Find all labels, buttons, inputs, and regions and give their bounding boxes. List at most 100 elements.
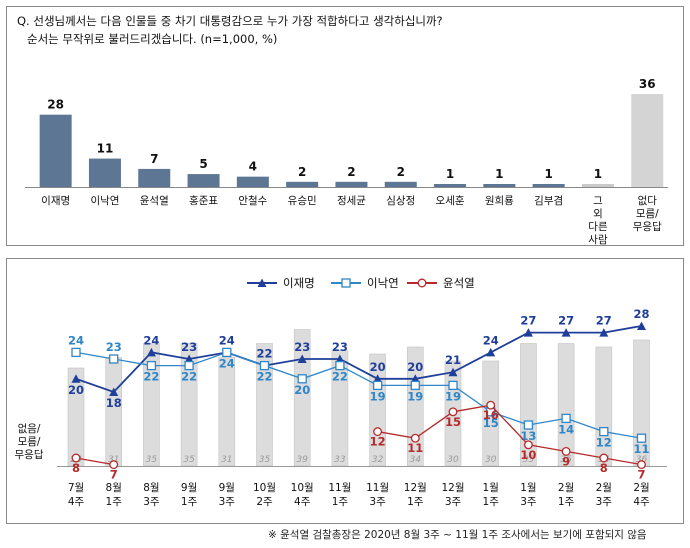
series-value-label: 23 (181, 340, 197, 354)
nonresponse-axis-label: 없음/ (18, 422, 41, 435)
x-tick-label: 1주 (407, 496, 424, 508)
x-tick-label: 7월 (68, 482, 84, 494)
series-value-label: 13 (520, 429, 536, 443)
x-tick-label: 1주 (106, 496, 123, 508)
x-tick-label: 3주 (520, 496, 537, 508)
nonresponse-value-label: 30 (447, 455, 459, 465)
series-value-label: 20 (294, 383, 310, 397)
series-point-0 (523, 328, 533, 337)
series-point-1 (410, 380, 420, 391)
x-tick-label: 1월 (483, 482, 499, 494)
series-point-2 (373, 427, 383, 437)
bar-10 (532, 184, 565, 187)
x-tick-label: 2월 (596, 482, 612, 494)
question-line-2: 순서는 무작위로 불러드리겠습니다. (n=1,000, %) (27, 32, 278, 46)
x-tick-label: 3주 (143, 496, 160, 508)
nonresponse-value-label: 31 (221, 455, 232, 465)
series-value-label: 19 (370, 389, 386, 403)
series-point-1 (599, 426, 609, 437)
bar-category-label: 이낙연 (90, 195, 119, 207)
bar-value-label: 7 (150, 152, 158, 166)
x-tick-label: 1주 (558, 496, 575, 508)
series-point-0 (335, 354, 345, 363)
nonresponse-value-label: 34 (410, 455, 422, 465)
trend-panel: 28313535313539333234303035353436없음/모름/무응… (6, 258, 684, 524)
x-tick-label: 9월 (219, 482, 235, 494)
series-value-label: 22 (181, 370, 197, 384)
series-value-label: 20 (370, 360, 386, 374)
bar-category-label: 원희룡 (485, 195, 514, 207)
x-tick-label: 4주 (294, 496, 311, 508)
series-point-2 (637, 460, 646, 470)
bar-value-label: 28 (47, 98, 64, 112)
series-point-0 (297, 354, 307, 363)
bar-3 (187, 174, 220, 187)
series-value-label: 21 (445, 353, 461, 367)
series-value-label: 23 (106, 340, 122, 354)
series-point-0 (109, 387, 119, 396)
series-value-label: 14 (558, 422, 574, 436)
series-point-1 (448, 380, 458, 391)
candidate-preference-panel: Q. 선생님께서는 다음 인물들 중 차기 대통령감으로 누가 가장 적합하다고… (6, 6, 684, 246)
series-line-1 (75, 351, 642, 439)
series-point-0 (637, 321, 646, 330)
bar-category-label: 모름/ (636, 208, 659, 220)
nonresponse-axis-label: 모름/ (18, 436, 41, 448)
x-tick-label: 9월 (181, 482, 197, 494)
series-point-2 (599, 453, 609, 463)
bar-category-label: 안철수 (238, 195, 267, 207)
series-point-0 (410, 374, 420, 383)
nonresponse-value-label: 36 (636, 455, 648, 465)
bar-value-label: 2 (397, 165, 405, 179)
series-value-label: 28 (633, 307, 649, 321)
bar-value-label: 1 (446, 167, 454, 181)
series-value-label: 19 (445, 389, 461, 403)
bar-value-label: 1 (544, 167, 552, 181)
series-point-1 (146, 360, 157, 371)
series-point-1 (297, 374, 307, 384)
bar-11 (581, 184, 614, 187)
series-value-label: 22 (332, 370, 348, 384)
series-value-label: 7 (637, 468, 645, 482)
series-value-label: 27 (596, 314, 612, 328)
series-value-label: 10 (520, 448, 536, 462)
series-point-1 (372, 380, 383, 391)
series-point-1 (523, 420, 534, 430)
legend-label: 이낙연 (367, 276, 399, 290)
nonresponse-value-label: 33 (334, 455, 346, 465)
series-value-label: 27 (558, 314, 574, 328)
bar-category-label: 사람 (588, 233, 608, 245)
series-point-1 (259, 360, 270, 371)
series-point-1 (109, 354, 119, 364)
series-point-2 (410, 433, 420, 443)
nonresponse-bar (218, 357, 236, 467)
series-point-0 (184, 354, 194, 363)
series-point-2 (448, 407, 458, 417)
bar-category-label: 이재명 (41, 195, 70, 207)
nonresponse-value-label: 35 (560, 455, 572, 465)
bar-value-label: 1 (495, 167, 503, 181)
series-point-0 (599, 328, 609, 337)
x-tick-label: 4주 (633, 496, 650, 508)
bar-value-label: 2 (347, 165, 355, 179)
x-tick-label: 8월 (106, 482, 122, 494)
question-line-1: Q. 선생님께서는 다음 인물들 중 차기 대통령감으로 누가 가장 적합하다고… (17, 14, 443, 28)
legend-marker (417, 278, 427, 288)
series-value-label: 18 (106, 396, 122, 410)
series-value-label: 23 (332, 340, 348, 354)
x-tick-label: 8월 (143, 482, 159, 494)
series-point-0 (486, 347, 496, 357)
bar-category-label: 없다 (638, 194, 658, 207)
x-tick-label: 12월 (404, 482, 427, 494)
x-tick-label: 4주 (68, 496, 85, 508)
x-tick-label: 3주 (445, 496, 462, 508)
series-point-0 (71, 374, 81, 383)
nonresponse-axis-label: 무응답 (15, 449, 44, 461)
bar-value-label: 36 (639, 77, 656, 91)
nonresponse-value-label: 30 (485, 455, 497, 465)
series-point-1 (636, 433, 647, 443)
series-value-label: 9 (562, 454, 570, 468)
series-point-2 (561, 446, 571, 456)
bar-1 (88, 158, 121, 187)
legend-label: 이재명 (283, 276, 315, 290)
